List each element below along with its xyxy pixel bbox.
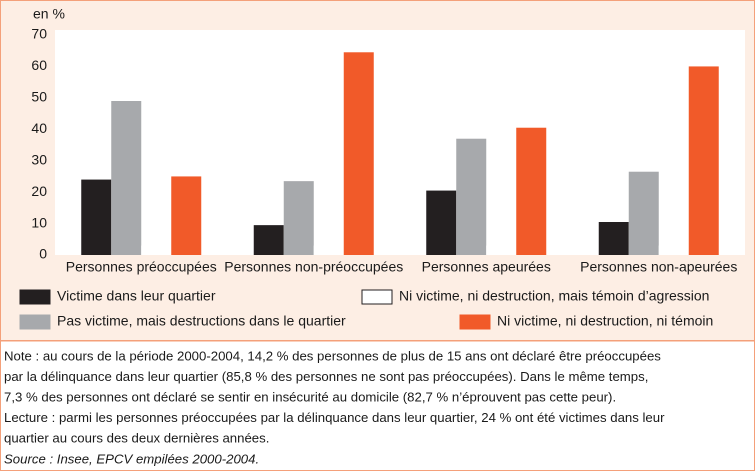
bar [313,245,344,255]
y-tick-label: 60 [31,57,47,73]
legend-label: Pas victime, mais destructions dans le q… [57,313,346,329]
bar [516,127,547,255]
source: Source : Insee, EPCV empilées 2000-2004. [4,451,259,466]
y-axis-label: en % [33,6,65,22]
note-line: Note : au cours de la période 2000-2004,… [4,348,661,363]
note-line: Lecture : parmi les personnes préoccupée… [4,410,665,425]
y-tick-label: 30 [31,151,47,167]
bar [253,225,284,255]
notes: Note : au cours de la période 2000-2004,… [4,348,665,466]
bar [688,66,719,255]
legend-label: Victime dans leur quartier [57,288,216,304]
legend-swatch [19,314,51,330]
bar [426,190,457,255]
bar [81,179,112,255]
y-tick-label: 70 [31,26,47,42]
legend-label: Ni victime, ni destruction, ni témoin [497,313,713,329]
bar [598,222,629,255]
bar [486,245,517,255]
y-tick-label: 0 [39,246,47,262]
x-tick-label: Personnes préoccupées [66,259,217,275]
legend-label: Ni victime, ni destruction, mais témoin … [399,288,709,304]
bar [111,101,142,255]
legend-swatch [19,289,51,305]
bar [141,245,172,255]
notes-panel [0,340,755,471]
note-line: quartier au cours des deux dernières ann… [4,430,269,445]
bar [628,171,659,255]
x-tick-label: Personnes non-apeurées [580,259,737,275]
note-line: par la délinquance dans leur quartier (8… [4,369,648,384]
bar [658,245,689,255]
y-tick-label: 10 [31,214,47,230]
x-tick-label: Personnes non-préoccupées [224,259,403,275]
note-line: 7,3 % des personnes ont déclaré se senti… [4,389,616,404]
x-tick-label: Personnes apeurées [422,259,551,275]
legend-swatch [459,314,491,330]
y-tick-label: 20 [31,183,47,199]
bar [283,181,314,255]
y-tick-label: 50 [31,89,47,105]
y-tick-label: 40 [31,120,47,136]
legend-swatch [361,289,393,305]
bar [343,52,374,256]
bar [456,138,487,255]
bar [171,176,202,255]
